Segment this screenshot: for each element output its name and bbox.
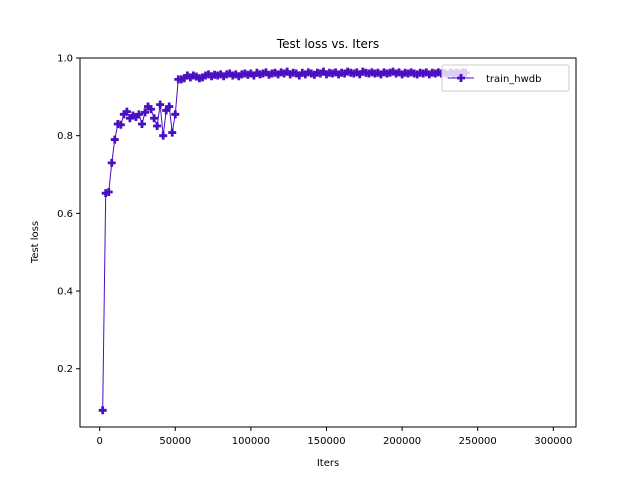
data-point <box>231 70 240 79</box>
y-tick-label: 1.0 <box>57 54 73 65</box>
data-point <box>376 70 385 79</box>
data-point <box>340 69 349 78</box>
data-point <box>144 102 153 111</box>
data-point <box>262 68 270 77</box>
data-point <box>168 128 177 137</box>
data-point <box>274 70 283 79</box>
data-point <box>413 70 422 79</box>
legend: train_hwdb <box>441 64 570 92</box>
x-axis-title: Iters <box>317 458 339 469</box>
x-tick-label: 300000 <box>534 436 572 447</box>
data-point <box>150 114 159 123</box>
data-point <box>355 70 364 79</box>
data-point <box>192 72 201 81</box>
legend-label: train_hwdb <box>486 74 542 85</box>
data-point <box>216 70 225 79</box>
data-point <box>280 69 289 78</box>
data-point <box>204 70 213 79</box>
data-point <box>147 105 156 114</box>
data-point <box>422 68 431 77</box>
data-point <box>283 67 292 76</box>
data-point <box>246 69 255 78</box>
data-point <box>292 69 301 78</box>
data-point <box>119 110 128 119</box>
data-point <box>180 74 189 83</box>
data-point <box>295 71 304 80</box>
data-point <box>252 68 261 77</box>
data-point <box>316 69 325 78</box>
data-point <box>183 71 192 80</box>
data-point <box>234 72 243 81</box>
data-point <box>98 406 107 415</box>
data-point <box>156 100 165 109</box>
data-point <box>122 107 131 116</box>
data-point <box>186 73 195 82</box>
x-tick-label: 0 <box>96 436 102 447</box>
y-axis-title: Test loss <box>30 221 41 264</box>
y-tick-label: 0.8 <box>57 131 73 142</box>
y-tick-label: 0.6 <box>57 209 73 220</box>
data-point <box>107 158 116 167</box>
data-point <box>331 68 340 77</box>
data-point <box>301 70 310 79</box>
data-point <box>198 73 207 82</box>
data-point <box>389 67 398 76</box>
axes: 0 50000 100000 150000 200000 250000 300000 0.2 0… <box>57 54 572 448</box>
data-point <box>352 68 361 77</box>
data-point <box>110 135 119 144</box>
data-point <box>425 70 434 79</box>
data-point <box>131 113 140 122</box>
x-tick-label: 50000 <box>159 436 191 447</box>
x-tick-label: 100000 <box>232 436 270 447</box>
data-point <box>298 68 307 77</box>
legend-box <box>441 64 570 92</box>
data-point <box>286 70 295 79</box>
data-point <box>141 108 150 117</box>
data-point <box>310 70 319 79</box>
data-point <box>134 110 143 119</box>
data-point <box>373 68 382 77</box>
data-point <box>153 121 162 130</box>
legend-marker-swatch <box>457 74 465 82</box>
data-point <box>159 131 168 140</box>
data-point <box>116 120 125 129</box>
x-tick-label: 250000 <box>459 436 497 447</box>
data-point <box>271 68 280 77</box>
y-tick-label: 0.4 <box>57 287 73 298</box>
x-tick-label: 150000 <box>307 436 345 447</box>
series-train-hwdb <box>98 67 470 415</box>
data-point <box>334 70 343 79</box>
data-point <box>171 110 180 119</box>
plot-frame <box>79 57 577 428</box>
data-point <box>395 68 404 77</box>
data-point <box>322 70 331 79</box>
data-point <box>165 102 174 111</box>
data-point <box>398 70 407 79</box>
data-point <box>225 69 234 78</box>
data-point <box>162 106 171 115</box>
chart-title: Test loss vs. Iters <box>276 37 379 51</box>
y-tick-label: 0.2 <box>57 364 73 375</box>
data-point <box>138 120 146 129</box>
data-point <box>128 111 137 120</box>
data-point <box>319 67 328 76</box>
data-point <box>219 72 228 81</box>
data-point <box>125 114 134 123</box>
x-tick-label: 200000 <box>383 436 421 447</box>
data-point <box>207 72 216 81</box>
data-point <box>104 188 113 197</box>
data-point <box>249 71 258 80</box>
